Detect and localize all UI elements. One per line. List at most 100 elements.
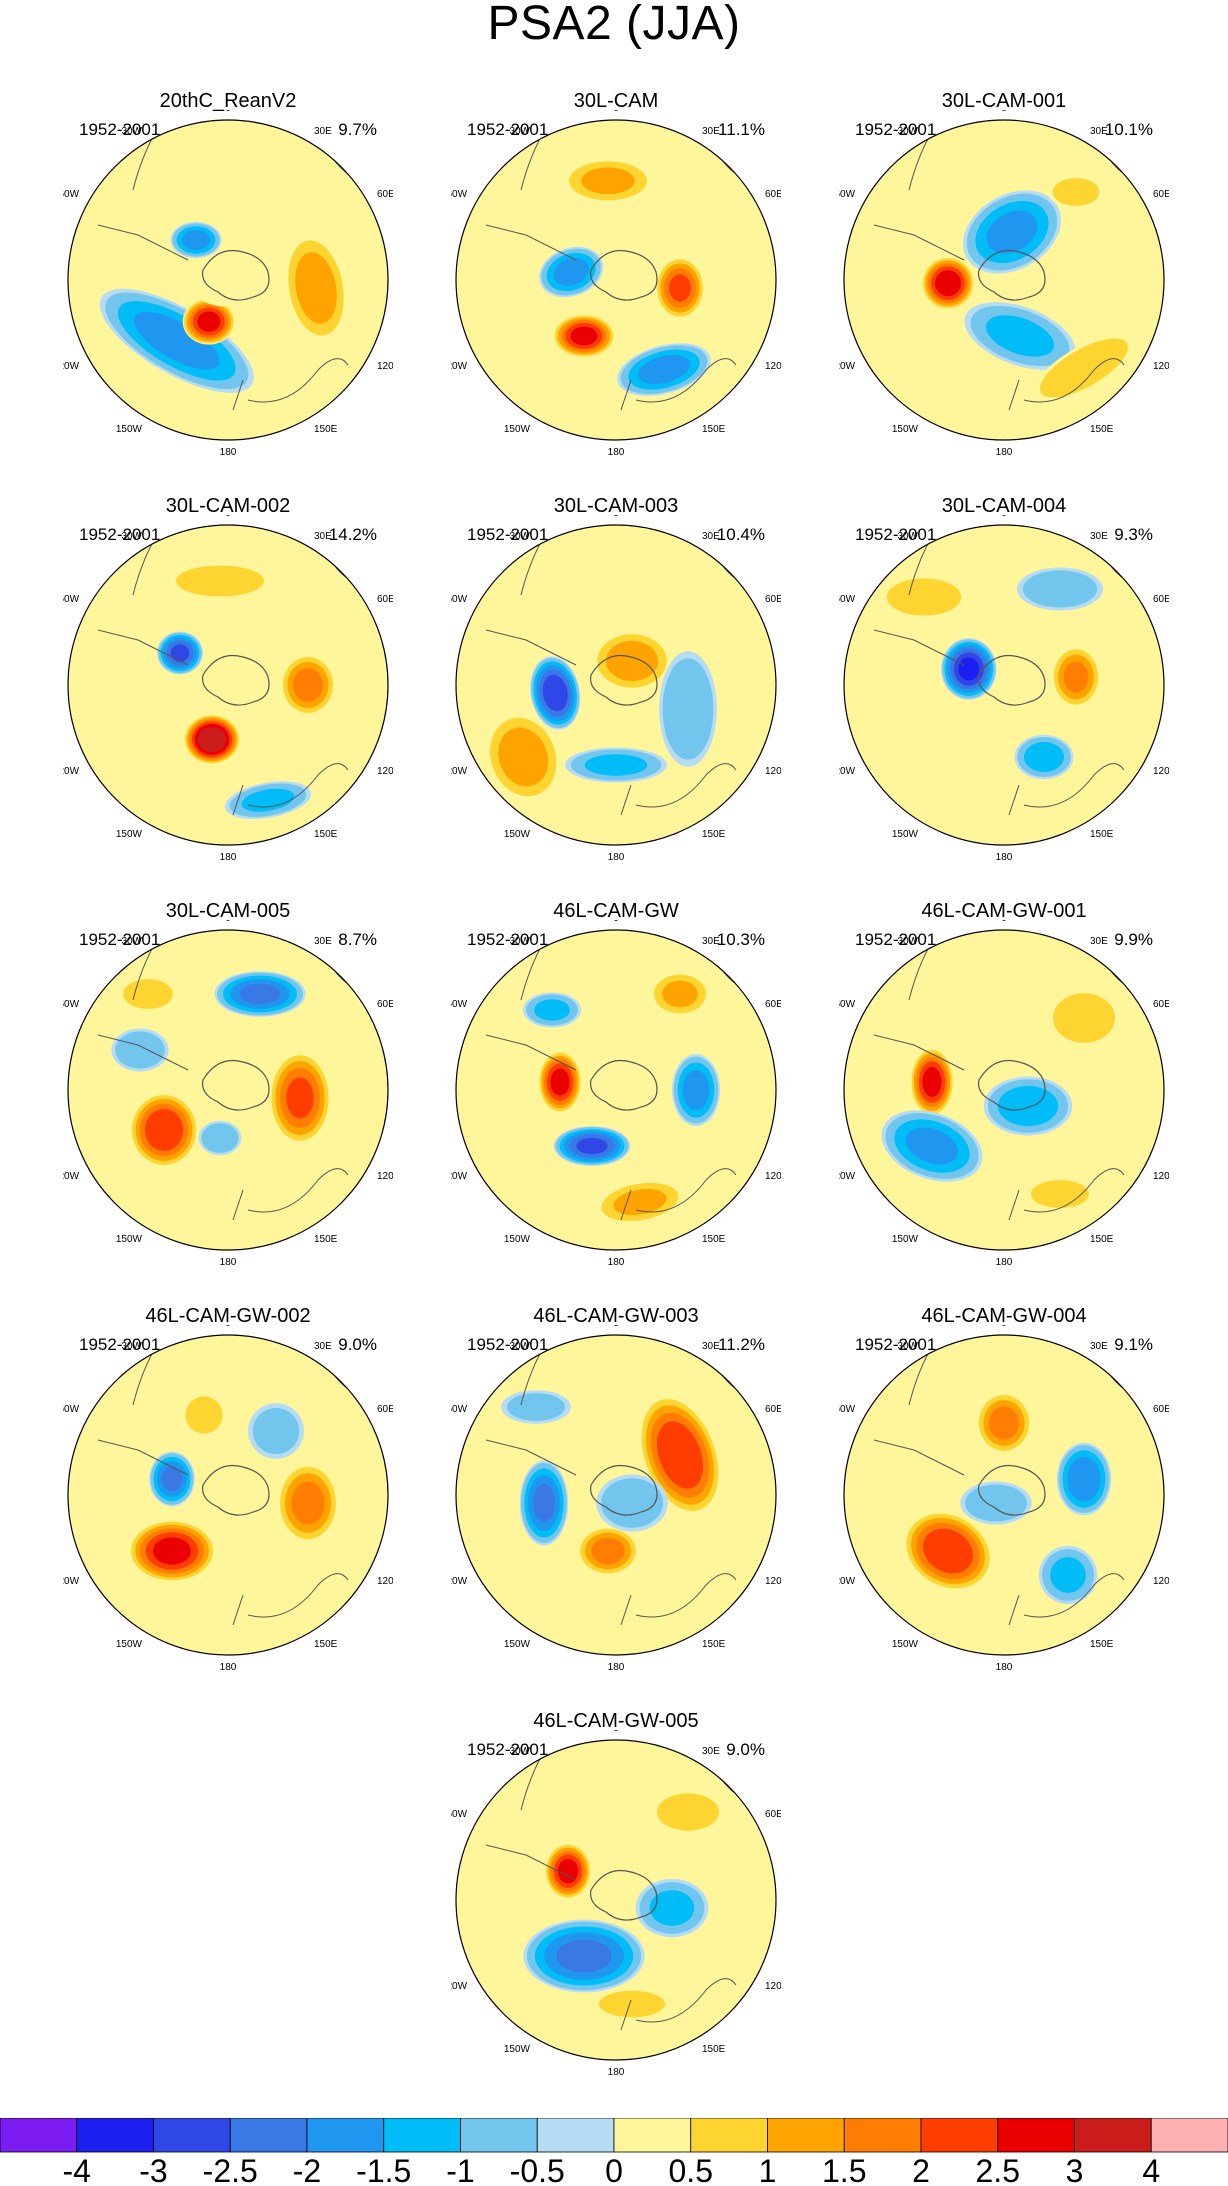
map-panel: 46L-CAM-GW-0031952-200111.2%030E60E90E12… [451, 1305, 781, 1695]
anomaly-contour [239, 983, 281, 1005]
longitude-label: 150E [314, 1234, 338, 1245]
longitude-label: 150W [116, 829, 143, 840]
colorbar-swatch [997, 2118, 1075, 2153]
colorbar-swatch [1150, 2118, 1228, 2153]
anomaly-contour [970, 1487, 1022, 1519]
longitude-label: 120E [1153, 766, 1169, 777]
anomaly-contour [576, 1137, 608, 1155]
anomaly-contour [197, 311, 221, 332]
longitude-label: 120W [451, 1171, 468, 1182]
longitude-label: 120W [839, 1171, 856, 1182]
map-panel: 30L-CAM-0021952-200114.2%030E60E90E120E1… [63, 495, 393, 885]
polar-map: 030E60E90E120E150E180150W120W90W60W30W [63, 920, 393, 1268]
polar-map: 030E60E90E120E150E180150W120W90W60W30W [451, 1730, 781, 2078]
antarctica-coastline [589, 249, 658, 301]
anomaly-contour [666, 666, 710, 752]
longitude-label: 150E [314, 1639, 338, 1650]
panel-title: 30L-CAM-001 [941, 90, 1067, 112]
colorbar-swatch [383, 2118, 461, 2153]
polar-map: 030E60E90E120E150E180150W120W90W60W30W [839, 920, 1169, 1268]
longitude-label: 150E [1090, 829, 1114, 840]
longitude-label: 150E [1090, 1639, 1114, 1650]
longitude-label: 150E [314, 829, 338, 840]
anomaly-contour [989, 1406, 1019, 1440]
panel-title: 46L-CAM-GW-003 [533, 1305, 699, 1327]
map-border [455, 119, 777, 441]
longitude-label: 120E [1153, 361, 1169, 372]
polar-map: 030E60E90E120E150E180150W120W90W60W30W [451, 515, 781, 863]
anomaly-contour [985, 315, 1055, 357]
anomaly-contour [997, 1085, 1059, 1127]
anomaly-contour [533, 1483, 555, 1523]
longitude-label: 30E [1090, 1341, 1108, 1352]
longitude-label: 0 [225, 1325, 231, 1329]
longitude-label: 150E [702, 424, 726, 435]
antarctica-coastline [201, 654, 270, 706]
longitude-label: 120W [839, 361, 856, 372]
longitude-label: 60W [839, 594, 856, 605]
colorbar-swatch [920, 2118, 999, 2153]
antarctica-coastline [589, 1464, 658, 1516]
longitude-label: 60W [839, 189, 856, 200]
colorbar-swatch [460, 2118, 538, 2153]
colorbar-swatch [613, 2118, 692, 2153]
anomaly-contour [550, 1068, 570, 1096]
field-background [844, 120, 1164, 440]
anomaly-contour [662, 1796, 714, 1828]
map-border [843, 119, 1165, 441]
longitude-label: 150E [702, 2044, 726, 2055]
longitude-label: 120W [839, 1576, 856, 1587]
colorbar-tick-label: 1 [759, 2153, 777, 2186]
panel-variance-pct: 14.2% [328, 525, 377, 544]
colorbar-tick-label: -2 [293, 2153, 321, 2186]
australia-coastline [635, 358, 737, 403]
longitude-label: 150W [504, 2044, 531, 2055]
anomaly-contour [893, 581, 955, 613]
longitude-label: 150E [1090, 1234, 1114, 1245]
panel-variance-pct: 9.9% [1114, 930, 1153, 949]
anomaly-contour [656, 1421, 704, 1489]
longitude-label: 120W [63, 766, 80, 777]
longitude-label: 120E [1153, 1576, 1169, 1587]
map-border [455, 524, 777, 846]
longitude-label: 60W [839, 1404, 856, 1415]
colorbar: -4 -3 -2.5 -2 -1.5 -1 -0.5 0 0.5 1 1.5 2 2.5 3 4 [0, 2118, 1228, 2186]
anomaly-contour [649, 1890, 695, 1926]
longitude-label: 150W [892, 424, 919, 435]
longitude-label: 180 [996, 1257, 1013, 1268]
longitude-label: 60E [1153, 594, 1169, 605]
colorbar-tick-label: -3 [139, 2153, 167, 2186]
panel-title: 46L-CAM-GW-002 [145, 1305, 311, 1327]
panel-title: 46L-CAM-GW [553, 900, 679, 922]
longitude-label: 0 [1001, 920, 1007, 924]
longitude-label: 150E [314, 424, 338, 435]
longitude-label: 0 [1001, 515, 1007, 519]
longitude-label: 60E [377, 189, 393, 200]
anomaly-contour [187, 253, 269, 307]
anomaly-contour [557, 1858, 579, 1884]
longitude-label: 180 [608, 852, 625, 863]
longitude-label: 150E [702, 1234, 726, 1245]
longitude-label: 30W [509, 1746, 530, 1757]
anomaly-contour [553, 258, 589, 286]
anomaly-contour [1048, 343, 1120, 393]
longitude-label: 0 [613, 110, 619, 114]
colorbar-swatch [76, 2118, 154, 2153]
longitude-label: 30W [897, 531, 918, 542]
longitude-label: 150W [892, 829, 919, 840]
colorbar-tick-label: -0.5 [510, 2153, 565, 2186]
longitude-label: 0 [225, 110, 231, 114]
panel-title: 30L-CAM-005 [165, 900, 291, 922]
panel-title: 30L-CAM-003 [553, 495, 679, 517]
anomaly-contour [638, 355, 690, 385]
anomaly-contour [181, 230, 211, 250]
longitude-label: 30W [121, 1341, 142, 1352]
anomaly-contour [1031, 1180, 1089, 1208]
australia-coastline [247, 1573, 349, 1618]
panel-title: 30L-CAM-002 [165, 495, 291, 517]
longitude-label: 120E [377, 361, 393, 372]
colorbar-swatch [0, 2118, 78, 2153]
panel-variance-pct: 9.1% [1114, 1335, 1153, 1354]
panel-title: 46L-CAM-GW-001 [921, 900, 1087, 922]
longitude-label: 150W [504, 424, 531, 435]
